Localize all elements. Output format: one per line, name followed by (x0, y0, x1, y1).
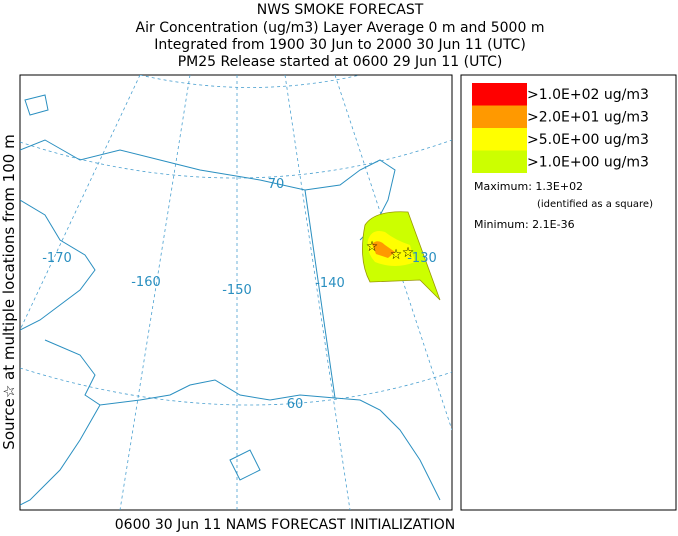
legend-label: >5.0E+00 ug/m3 (527, 132, 649, 148)
source-star: ☆ (390, 247, 403, 263)
side-label: Source☆ at multiple locations from 100 m (0, 134, 18, 449)
legend-swatch (472, 150, 527, 173)
map-label: -140 (315, 276, 345, 291)
subtitle: PM25 Release started at 0600 29 Jun 11 (… (178, 54, 503, 70)
latitude-line (20, 139, 452, 179)
subtitle: Integrated from 1900 30 Jun to 2000 30 J… (154, 37, 526, 53)
maximum-note: (identified as a square) (537, 199, 653, 210)
source-star: ☆ (366, 239, 379, 255)
latitude-line (139, 75, 361, 88)
meridian (119, 75, 191, 510)
map-frame (19, 74, 453, 511)
legend-swatch (472, 128, 527, 151)
meridian (20, 75, 141, 331)
source-star: ☆ (402, 245, 415, 261)
meridian (284, 75, 351, 510)
title: NWS SMOKE FORECAST (257, 2, 424, 18)
legend: >1.0E+02 ug/m3 >2.0E+01 ug/m3 >5.0E+00 ug/… (472, 83, 649, 173)
subtitle: Air Concentration (ug/m3) Layer Average … (136, 20, 545, 36)
legend-swatch (472, 105, 527, 128)
legend-label: >1.0E+02 ug/m3 (527, 87, 649, 103)
footer: 0600 30 Jun 11 NAMS FORECAST INITIALIZAT… (115, 517, 455, 532)
map-label: 70 (268, 177, 285, 192)
map-panel: ☆ ☆ ☆ -170 -160 -150 -140 -130 70 60 (19, 74, 453, 511)
map-label: -170 (42, 251, 72, 266)
map-label: -150 (222, 283, 252, 298)
border (304, 189, 336, 399)
map-labels: -170 -160 -150 -140 -130 70 60 (42, 177, 437, 412)
map-label: -130 (407, 251, 437, 266)
map-label: 60 (287, 397, 304, 412)
coastline (20, 94, 441, 506)
smoke-plume (372, 241, 395, 258)
map-label: -160 (131, 275, 161, 290)
legend-swatch (472, 83, 527, 106)
legend-panel: >1.0E+02 ug/m3 >2.0E+01 ug/m3 >5.0E+00 ug/… (460, 74, 677, 511)
minimum: Minimum: 2.1E-36 (474, 218, 575, 231)
smoke-plume (367, 231, 415, 266)
maximum: Maximum: 1.3E+02 (474, 180, 583, 193)
legend-label: >2.0E+01 ug/m3 (527, 110, 649, 126)
legend-label: >1.0E+00 ug/m3 (527, 155, 649, 171)
